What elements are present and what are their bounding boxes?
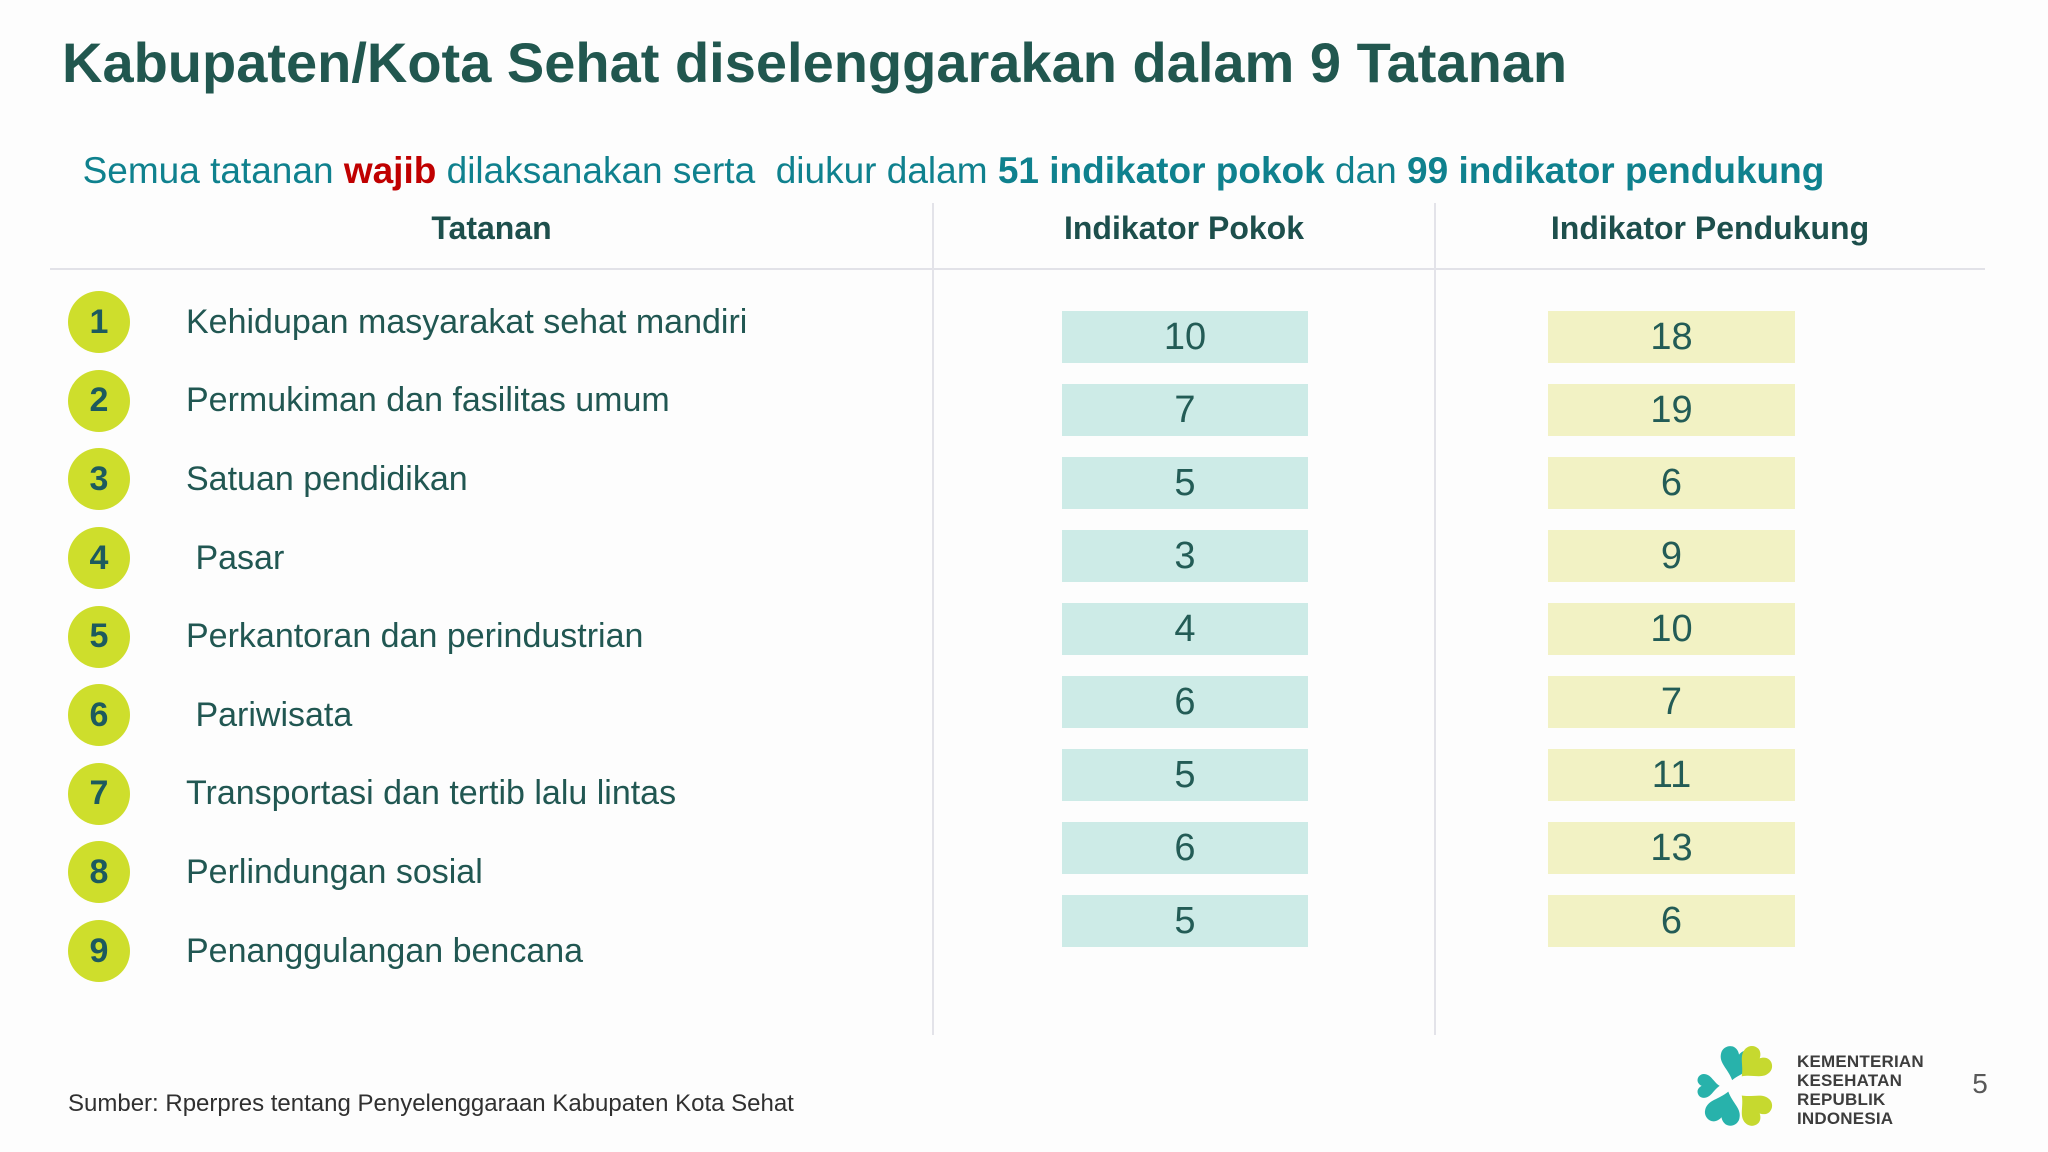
pokok-value-box: 3 — [1062, 530, 1308, 582]
table-row: 1 Kehidupan masyarakat sehat mandiri — [50, 283, 930, 362]
table-row: 2 Permukiman dan fasilitas umum — [50, 362, 930, 441]
pendukung-value-box: 6 — [1548, 895, 1795, 947]
table-row: 8 Perlindungan sosial — [50, 833, 930, 912]
slide-title: Kabupaten/Kota Sehat diselenggarakan dal… — [62, 31, 1568, 94]
pendukung-value-box: 7 — [1548, 676, 1795, 728]
row-number-badge: 3 — [68, 448, 130, 511]
row-label: Pasar — [186, 538, 285, 577]
table-row: 7 Transportasi dan tertib lalu lintas — [50, 755, 930, 834]
row-label: Transportasi dan tertib lalu lintas — [186, 774, 677, 813]
row-label: Satuan pendidikan — [186, 459, 468, 498]
row-label: Perkantoran dan perindustrian — [186, 617, 644, 656]
row-number-badge: 1 — [68, 291, 130, 354]
ministry-logo-icon — [1697, 1042, 1776, 1130]
pokok-value-box: 5 — [1062, 457, 1308, 509]
table-row: 6 Pariwisata — [50, 676, 930, 755]
row-label: Penanggulangan bencana — [186, 931, 584, 970]
pendukung-value-box: 13 — [1548, 822, 1795, 874]
logo-line: KESEHATAN — [1797, 1071, 1903, 1090]
pendukung-value-box: 18 — [1548, 311, 1795, 363]
pokok-value-box: 5 — [1062, 749, 1308, 801]
header-underline — [50, 268, 1985, 270]
indikator-pokok-column: 10 7 5 3 4 6 5 6 5 — [1062, 311, 1308, 968]
row-number-badge: 4 — [68, 527, 130, 590]
subtitle-text: dan — [1324, 150, 1408, 191]
column-divider — [932, 203, 934, 1035]
subtitle-wajib-highlight: wajib — [343, 150, 437, 191]
indikator-pendukung-column: 18 19 6 9 10 7 11 13 6 — [1548, 311, 1795, 968]
table-header-row: Tatanan Indikator Pokok Indikator Penduk… — [0, 210, 2048, 256]
row-label: Kehidupan masyarakat sehat mandiri — [186, 302, 748, 341]
subtitle-text: dilaksanakan serta diukur dalam — [436, 150, 998, 191]
table-row: 4 Pasar — [50, 519, 930, 598]
row-number-badge: 8 — [68, 841, 130, 904]
row-number-badge: 7 — [68, 762, 130, 825]
subtitle-pendukung-count: 99 indikator pendukung — [1407, 150, 1825, 191]
pokok-value-box: 4 — [1062, 603, 1308, 655]
table-row: 3 Satuan pendidikan — [50, 440, 930, 519]
logo-line: REPUBLIK — [1797, 1090, 1886, 1109]
logo-line: KEMENTERIAN — [1797, 1052, 1924, 1071]
page-number: 5 — [1972, 1068, 1988, 1099]
pendukung-value-box: 6 — [1548, 457, 1795, 509]
logo-line: INDONESIA — [1797, 1109, 1894, 1128]
row-label: Perlindungan sosial — [186, 852, 483, 891]
pokok-value-box: 6 — [1062, 676, 1308, 728]
ministry-logo-text: KEMENTERIAN KESEHATAN REPUBLIK INDONESIA — [1797, 1052, 1924, 1128]
column-header-indikator-pendukung: Indikator Pendukung — [1550, 210, 1870, 246]
table-row: 9 Penanggulangan bencana — [50, 912, 930, 991]
pokok-value-box: 10 — [1062, 311, 1308, 363]
pokok-value-box: 7 — [1062, 384, 1308, 436]
column-header-indikator-pokok: Indikator Pokok — [1063, 210, 1305, 246]
subtitle-text: Semua tatanan — [82, 150, 344, 191]
pokok-value-box: 5 — [1062, 895, 1308, 947]
slide-subtitle: Semua tatanan wajib dilaksanakan serta d… — [62, 108, 2012, 192]
tatanan-list: 1 Kehidupan masyarakat sehat mandiri 2 P… — [50, 283, 930, 990]
pendukung-value-box: 19 — [1548, 384, 1795, 436]
pendukung-value-box: 11 — [1548, 749, 1795, 801]
row-number-badge: 2 — [68, 369, 130, 432]
pokok-value-box: 6 — [1062, 822, 1308, 874]
row-number-badge: 6 — [68, 684, 130, 747]
column-header-tatanan: Tatanan — [431, 210, 552, 246]
row-number-badge: 9 — [68, 920, 130, 983]
table-row: 5 Perkantoran dan perindustrian — [50, 597, 930, 676]
subtitle-pokok-count: 51 indikator pokok — [997, 150, 1325, 191]
row-label: Permukiman dan fasilitas umum — [186, 381, 670, 420]
row-number-badge: 5 — [68, 605, 130, 668]
pendukung-value-box: 9 — [1548, 530, 1795, 582]
row-label: Pariwisata — [186, 695, 353, 734]
pendukung-value-box: 10 — [1548, 603, 1795, 655]
column-divider — [1434, 203, 1436, 1035]
source-note: Sumber: Rperpres tentang Penyelenggaraan… — [68, 1090, 794, 1117]
